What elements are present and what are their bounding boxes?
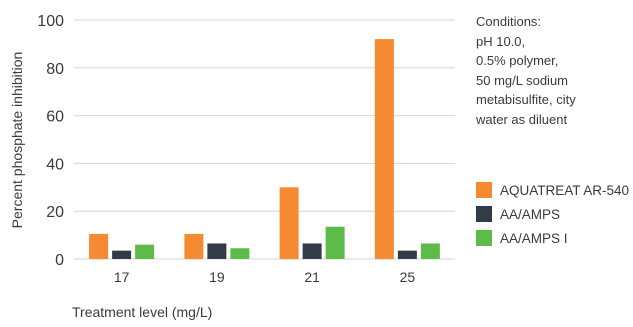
y-tick-label: 20 <box>46 204 64 221</box>
legend-label: AA/AMPS <box>500 206 561 222</box>
y-tick-label: 60 <box>46 109 64 126</box>
bar-19-2 <box>230 248 250 259</box>
y-tick-labels: 0 20 40 60 80 100 <box>37 13 64 269</box>
legend-item-aa-amps-i: AA/AMPS I <box>476 226 629 250</box>
legend-item-aquatreat: AQUATREAT AR-540 <box>476 178 629 202</box>
x-tick-label: 21 <box>304 269 320 285</box>
conditions-line: Conditions: <box>476 14 542 29</box>
y-axis-label: Percent phosphate inhibition <box>9 52 25 229</box>
conditions-note: Conditions: pH 10.0, 0.5% polymer, 50 mg… <box>476 12 626 129</box>
x-tick-label: 19 <box>209 269 225 285</box>
legend-item-aa-amps: AA/AMPS <box>476 202 629 226</box>
legend: AQUATREAT AR-540 AA/AMPS AA/AMPS I <box>476 178 629 250</box>
bar-25-2 <box>420 243 440 259</box>
y-tick-label: 0 <box>55 252 64 269</box>
bar-17-2 <box>135 244 155 259</box>
x-axis-label: Treatment level (mg/L) <box>72 304 213 320</box>
bar-25-1 <box>397 250 417 259</box>
bar-19-0 <box>184 233 204 259</box>
legend-label: AA/AMPS I <box>500 230 568 246</box>
conditions-line: 50 mg/L sodium <box>476 72 569 88</box>
bar-21-2 <box>325 226 345 259</box>
x-tick-labels: 17 19 21 25 <box>114 269 416 285</box>
bar-17-1 <box>112 250 132 259</box>
x-tick-label: 17 <box>114 269 130 285</box>
conditions-line: water as diluent <box>476 111 568 127</box>
x-tick-label: 25 <box>400 269 416 285</box>
y-tick-label: 100 <box>37 13 64 30</box>
bar-21-1 <box>302 243 322 259</box>
bar-25-0 <box>374 39 394 260</box>
bar-19-1 <box>207 243 227 259</box>
bar-17-0 <box>89 233 109 259</box>
legend-swatch <box>476 182 492 198</box>
y-tick-label: 80 <box>46 61 64 78</box>
bar-21-0 <box>279 187 299 259</box>
bars <box>89 39 440 260</box>
conditions-line: metabisulfite, city <box>476 92 576 107</box>
legend-swatch <box>476 206 492 222</box>
gridlines <box>74 19 455 260</box>
legend-label: AQUATREAT AR-540 <box>500 182 630 198</box>
conditions-line: 0.5% polymer, <box>476 53 559 68</box>
legend-swatch <box>476 230 492 246</box>
y-tick-label: 40 <box>46 156 64 173</box>
conditions-line: pH 10.0, <box>476 33 526 49</box>
